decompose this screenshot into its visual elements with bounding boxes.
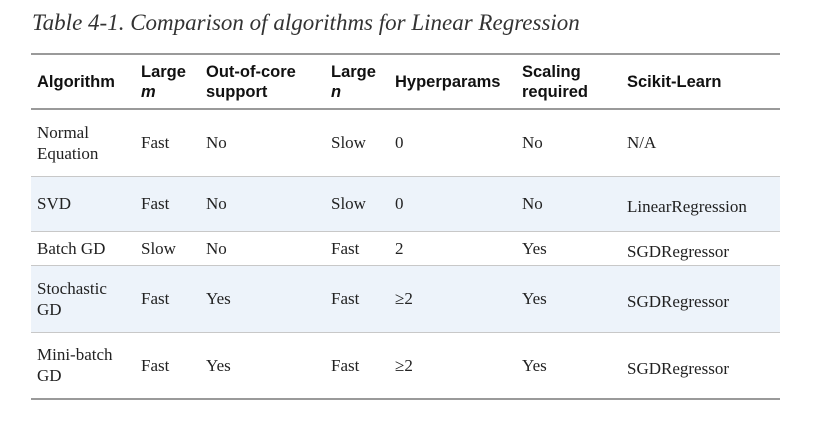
cell-large-n: Slow xyxy=(325,109,389,177)
table-row: SVD Fast No Slow 0 No LinearRegression xyxy=(31,176,780,232)
cell-scaling: No xyxy=(516,109,621,177)
header-algorithm-label: Algorithm xyxy=(37,72,115,91)
cell-algorithm-line1: Mini-batch xyxy=(37,345,113,365)
cell-large-n: Fast xyxy=(325,265,389,333)
cell-algorithm: SVD xyxy=(31,176,135,232)
cell-sklearn: N/A xyxy=(621,109,780,177)
cell-hyperparams: 0 xyxy=(389,109,516,177)
cell-out-of-core: No xyxy=(200,109,325,177)
header-algorithm: Algorithm xyxy=(31,53,135,110)
header-sklearn-label: Scikit-Learn xyxy=(627,72,722,91)
header-hyperparams: Hyperparams xyxy=(389,53,516,110)
cell-algorithm-line1: Normal xyxy=(37,122,89,142)
header-out-of-core-line1: Out-of-core xyxy=(206,62,296,81)
header-scaling-line1: Scaling xyxy=(522,62,581,81)
cell-sklearn: SGDRegressor xyxy=(621,265,780,333)
cell-large-m: Fast xyxy=(135,332,200,400)
cell-scaling: No xyxy=(516,176,621,232)
sklearn-class-name: SGDRegressor xyxy=(627,241,729,261)
header-scaling-line2: required xyxy=(522,82,589,101)
cell-algorithm-line2: GD xyxy=(37,366,62,386)
cell-hyperparams: 0 xyxy=(389,176,516,232)
cell-large-n: Fast xyxy=(325,231,389,266)
table-row: Batch GD Slow No Fast 2 Yes SGDRegressor xyxy=(31,231,780,266)
cell-scaling: Yes xyxy=(516,231,621,266)
header-hyperparams-label: Hyperparams xyxy=(395,72,501,91)
header-large-n: Large n xyxy=(325,53,389,110)
comparison-table: Algorithm Large m Out-of-core support Larg… xyxy=(31,53,780,400)
header-large-n-line1: Large xyxy=(331,62,376,81)
cell-hyperparams: ≥2 xyxy=(389,265,516,333)
header-large-m-line1: Large xyxy=(141,62,186,81)
cell-scaling: Yes xyxy=(516,265,621,333)
table-row: Normal Equation Fast No Slow 0 No N/A xyxy=(31,109,780,177)
cell-algorithm-line2: Equation xyxy=(37,143,99,163)
header-out-of-core-line2: support xyxy=(206,82,268,101)
sklearn-class-name: SGDRegressor xyxy=(627,358,729,378)
sklearn-class-name: SGDRegressor xyxy=(627,292,729,311)
cell-algorithm: Mini-batch GD xyxy=(31,332,135,400)
cell-algorithm: Normal Equation xyxy=(31,109,135,177)
header-large-m-line2: m xyxy=(141,82,156,101)
header-sklearn: Scikit-Learn xyxy=(621,53,780,110)
header-large-m: Large m xyxy=(135,53,200,110)
header-out-of-core: Out-of-core support xyxy=(200,53,325,110)
cell-out-of-core: Yes xyxy=(200,332,325,400)
cell-sklearn: SGDRegressor xyxy=(621,231,780,266)
cell-scaling: Yes xyxy=(516,332,621,400)
cell-out-of-core: Yes xyxy=(200,265,325,333)
cell-large-n: Fast xyxy=(325,332,389,400)
sklearn-class-name: LinearRegression xyxy=(627,197,747,216)
cell-hyperparams: ≥2 xyxy=(389,332,516,400)
cell-algorithm-line1: Stochastic xyxy=(37,278,107,298)
cell-large-m: Fast xyxy=(135,176,200,232)
cell-out-of-core: No xyxy=(200,231,325,266)
cell-hyperparams: 2 xyxy=(389,231,516,266)
header-scaling: Scaling required xyxy=(516,53,621,110)
header-row: Algorithm Large m Out-of-core support Larg… xyxy=(31,53,780,110)
cell-sklearn: LinearRegression xyxy=(621,176,780,232)
cell-large-m: Fast xyxy=(135,109,200,177)
table-caption: Table 4-1. Comparison of algorithms for … xyxy=(32,10,580,35)
cell-large-m: Fast xyxy=(135,265,200,333)
cell-algorithm: Batch GD xyxy=(31,231,135,266)
cell-algorithm-line2: GD xyxy=(37,299,62,319)
header-large-n-line2: n xyxy=(331,82,342,101)
cell-sklearn: SGDRegressor xyxy=(621,332,780,400)
cell-large-m: Slow xyxy=(135,231,200,266)
cell-algorithm: Stochastic GD xyxy=(31,265,135,333)
cell-large-n: Slow xyxy=(325,176,389,232)
table-row: Stochastic GD Fast Yes Fast ≥2 Yes SGDReg… xyxy=(31,265,780,333)
table-row: Mini-batch GD Fast Yes Fast ≥2 Yes SGDReg… xyxy=(31,332,780,400)
cell-out-of-core: No xyxy=(200,176,325,232)
